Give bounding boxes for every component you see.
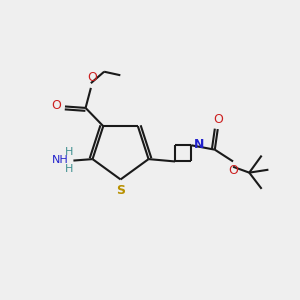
Text: NH: NH [52,155,69,165]
Text: S: S [116,184,125,197]
Text: O: O [87,71,97,84]
Text: O: O [229,164,238,177]
Text: N: N [194,138,204,151]
Text: H: H [65,164,73,174]
Text: H: H [65,147,73,157]
Text: O: O [52,99,61,112]
Text: O: O [213,112,223,125]
